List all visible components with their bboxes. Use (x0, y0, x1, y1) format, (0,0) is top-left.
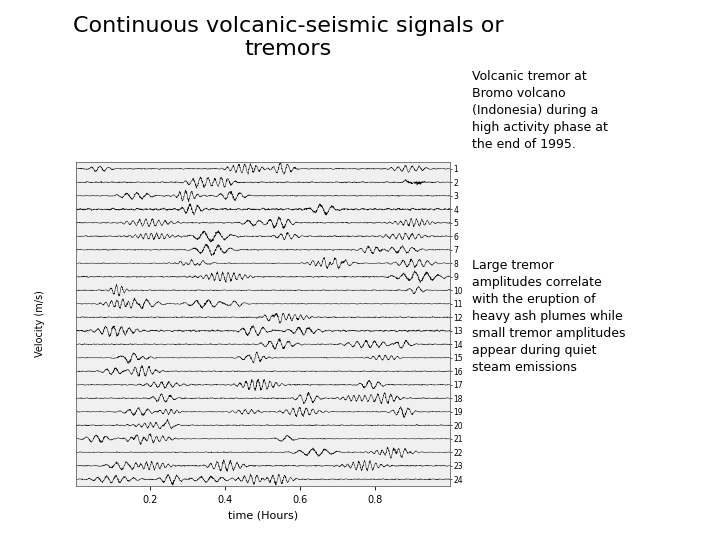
Text: Large tremor
amplitudes correlate
with the eruption of
heavy ash plumes while
sm: Large tremor amplitudes correlate with t… (472, 259, 625, 374)
Text: Velocity (m/s): Velocity (m/s) (35, 291, 45, 357)
Text: Continuous volcanic-seismic signals or
tremors: Continuous volcanic-seismic signals or t… (73, 16, 503, 59)
Text: Volcanic tremor at
Bromo volcano
(Indonesia) during a
high activity phase at
the: Volcanic tremor at Bromo volcano (Indone… (472, 70, 608, 151)
X-axis label: time (Hours): time (Hours) (228, 511, 298, 521)
